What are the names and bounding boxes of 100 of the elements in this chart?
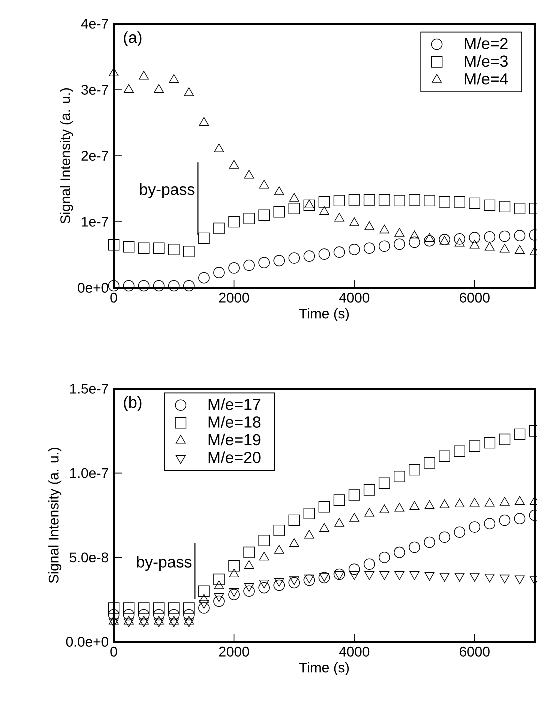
point [380,504,390,514]
point [214,593,224,602]
point [274,206,286,218]
x-tick-label: 4000 [339,292,370,303]
x-tick-label: 6000 [460,646,490,657]
legend-label: M/e=18 [208,416,261,428]
point [364,242,376,254]
point [289,576,300,586]
point [439,532,450,544]
point [394,546,406,558]
point [484,574,495,583]
point [168,280,180,292]
x-tick-label: 6000 [460,292,490,303]
point [198,586,210,598]
point [484,242,495,251]
point [394,471,406,482]
y-tick-label: 5.0e-8 [70,552,108,563]
point [350,513,360,522]
point [410,501,420,510]
annotation: (a) [124,32,142,46]
y-tick-label: 2e-7 [82,151,108,161]
point [424,235,436,247]
point [244,260,255,272]
point [469,198,481,210]
point [228,262,240,274]
y-tick-label: 1e-7 [82,217,108,227]
point [454,498,465,508]
point [364,484,376,496]
point [499,514,511,526]
point [258,582,270,594]
point [378,552,390,564]
point [259,180,270,189]
point [244,546,255,558]
point [228,589,240,600]
point [123,602,135,614]
point [123,609,135,621]
point [334,518,344,527]
point [334,572,344,580]
point [424,233,435,242]
point [470,498,480,507]
point [214,267,225,278]
point [154,618,164,628]
point [258,535,270,546]
point [454,446,466,458]
point [154,84,164,93]
x-axis-title: Time (s) [299,662,350,676]
point [424,458,436,469]
point [380,224,390,234]
x-tick-label: 2000 [219,646,250,657]
point [499,434,511,446]
y-axis-title: Signal Intensity (a. u.) [60,88,74,224]
point [334,213,344,222]
point [394,228,405,237]
point [484,200,496,212]
point [334,195,346,207]
point [364,508,375,517]
point [348,564,360,576]
legend-label: M/e=19 [208,434,261,446]
point [364,572,375,580]
point [199,600,210,609]
point [484,232,496,243]
y-tick-label: 0e+0 [78,283,109,293]
point [454,196,466,208]
point [500,497,510,506]
point [138,609,150,621]
point [334,494,346,506]
y-axis-title: Signal Intensity (a. u.) [48,448,62,584]
point [108,609,120,621]
point [499,201,511,212]
point [364,558,376,570]
point [470,240,480,249]
point [228,560,240,572]
point [514,230,526,242]
point [409,236,420,248]
point [439,196,450,208]
point [454,238,465,247]
point [394,572,405,580]
point [515,496,525,505]
point [138,280,150,292]
point [348,194,360,206]
legend-label: M/e=17 [208,398,261,410]
point [124,84,134,93]
point [424,536,436,548]
point [304,508,316,520]
point [454,573,465,582]
point [364,194,376,206]
point [259,580,270,589]
annotation: (b) [124,396,142,412]
point [320,523,330,532]
point [484,498,495,507]
point [123,280,135,292]
point [469,232,481,244]
point [469,522,481,533]
point [378,478,390,490]
point [409,194,420,206]
y-tick-label: 3e-7 [82,85,108,95]
point [304,530,314,539]
legend-label: M/e=4 [465,73,508,85]
point [108,239,120,251]
point [394,195,406,207]
